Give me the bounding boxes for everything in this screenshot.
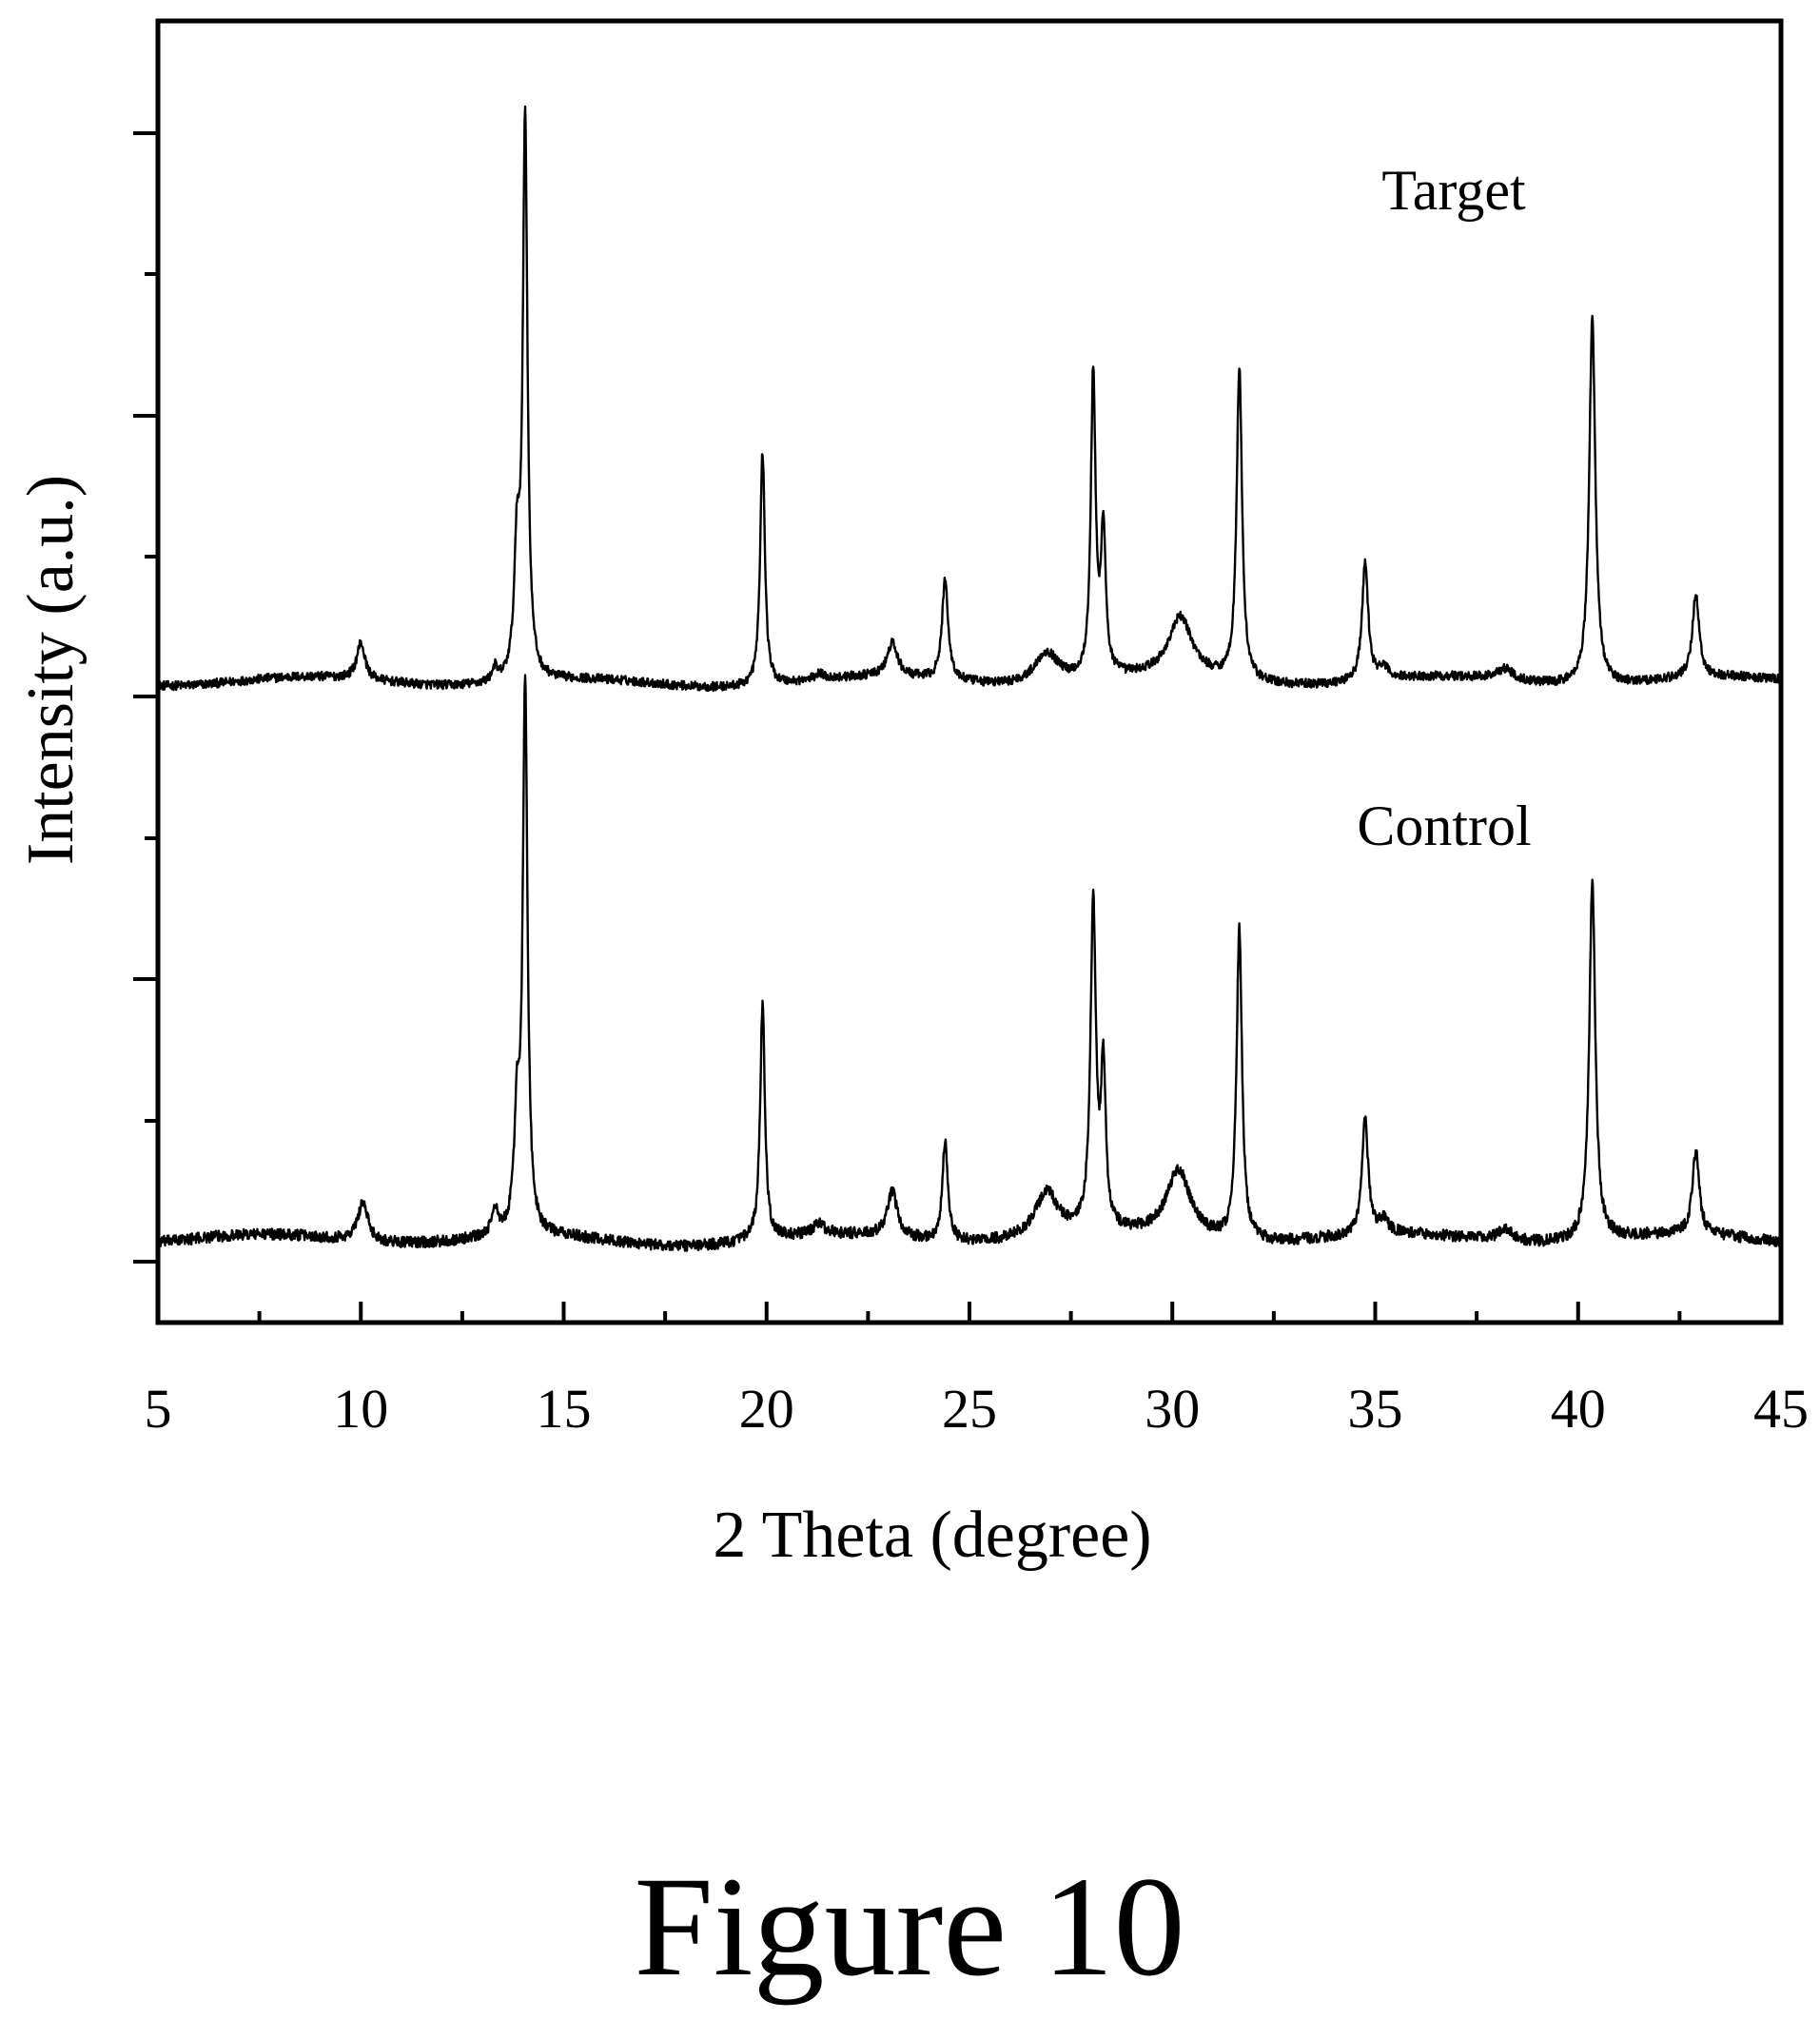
plot-frame bbox=[155, 18, 1784, 1325]
series-line-control bbox=[156, 674, 1783, 1252]
x-axis-label: 2 Theta (degree) bbox=[713, 1499, 1151, 1572]
x-tick-label: 45 bbox=[1753, 1378, 1809, 1440]
x-axis-ticks bbox=[156, 1302, 1783, 1323]
x-tick-label: 40 bbox=[1551, 1378, 1606, 1440]
x-axis-tick-labels: 5 10 15 20 25 30 35 40 45 bbox=[145, 1378, 1810, 1440]
x-tick-label: 15 bbox=[537, 1378, 592, 1440]
x-tick-label: 25 bbox=[942, 1378, 997, 1440]
series-group bbox=[156, 105, 1783, 1252]
y-axis-label: Intensity (a.u.) bbox=[14, 475, 88, 865]
x-tick-label: 30 bbox=[1145, 1378, 1200, 1440]
figure-caption: Figure 10 bbox=[634, 1848, 1184, 2006]
series-label-control: Control bbox=[1357, 794, 1531, 857]
plot-area: 5 10 15 20 25 30 35 40 45 bbox=[133, 18, 1810, 1440]
series-label-target: Target bbox=[1381, 159, 1526, 222]
series-line-target bbox=[157, 105, 1783, 693]
x-tick-label: 20 bbox=[739, 1378, 794, 1440]
x-tick-label: 35 bbox=[1348, 1378, 1403, 1440]
x-tick-label: 5 bbox=[145, 1378, 172, 1440]
x-tick-label: 10 bbox=[333, 1378, 388, 1440]
y-axis-ticks bbox=[133, 131, 158, 1264]
